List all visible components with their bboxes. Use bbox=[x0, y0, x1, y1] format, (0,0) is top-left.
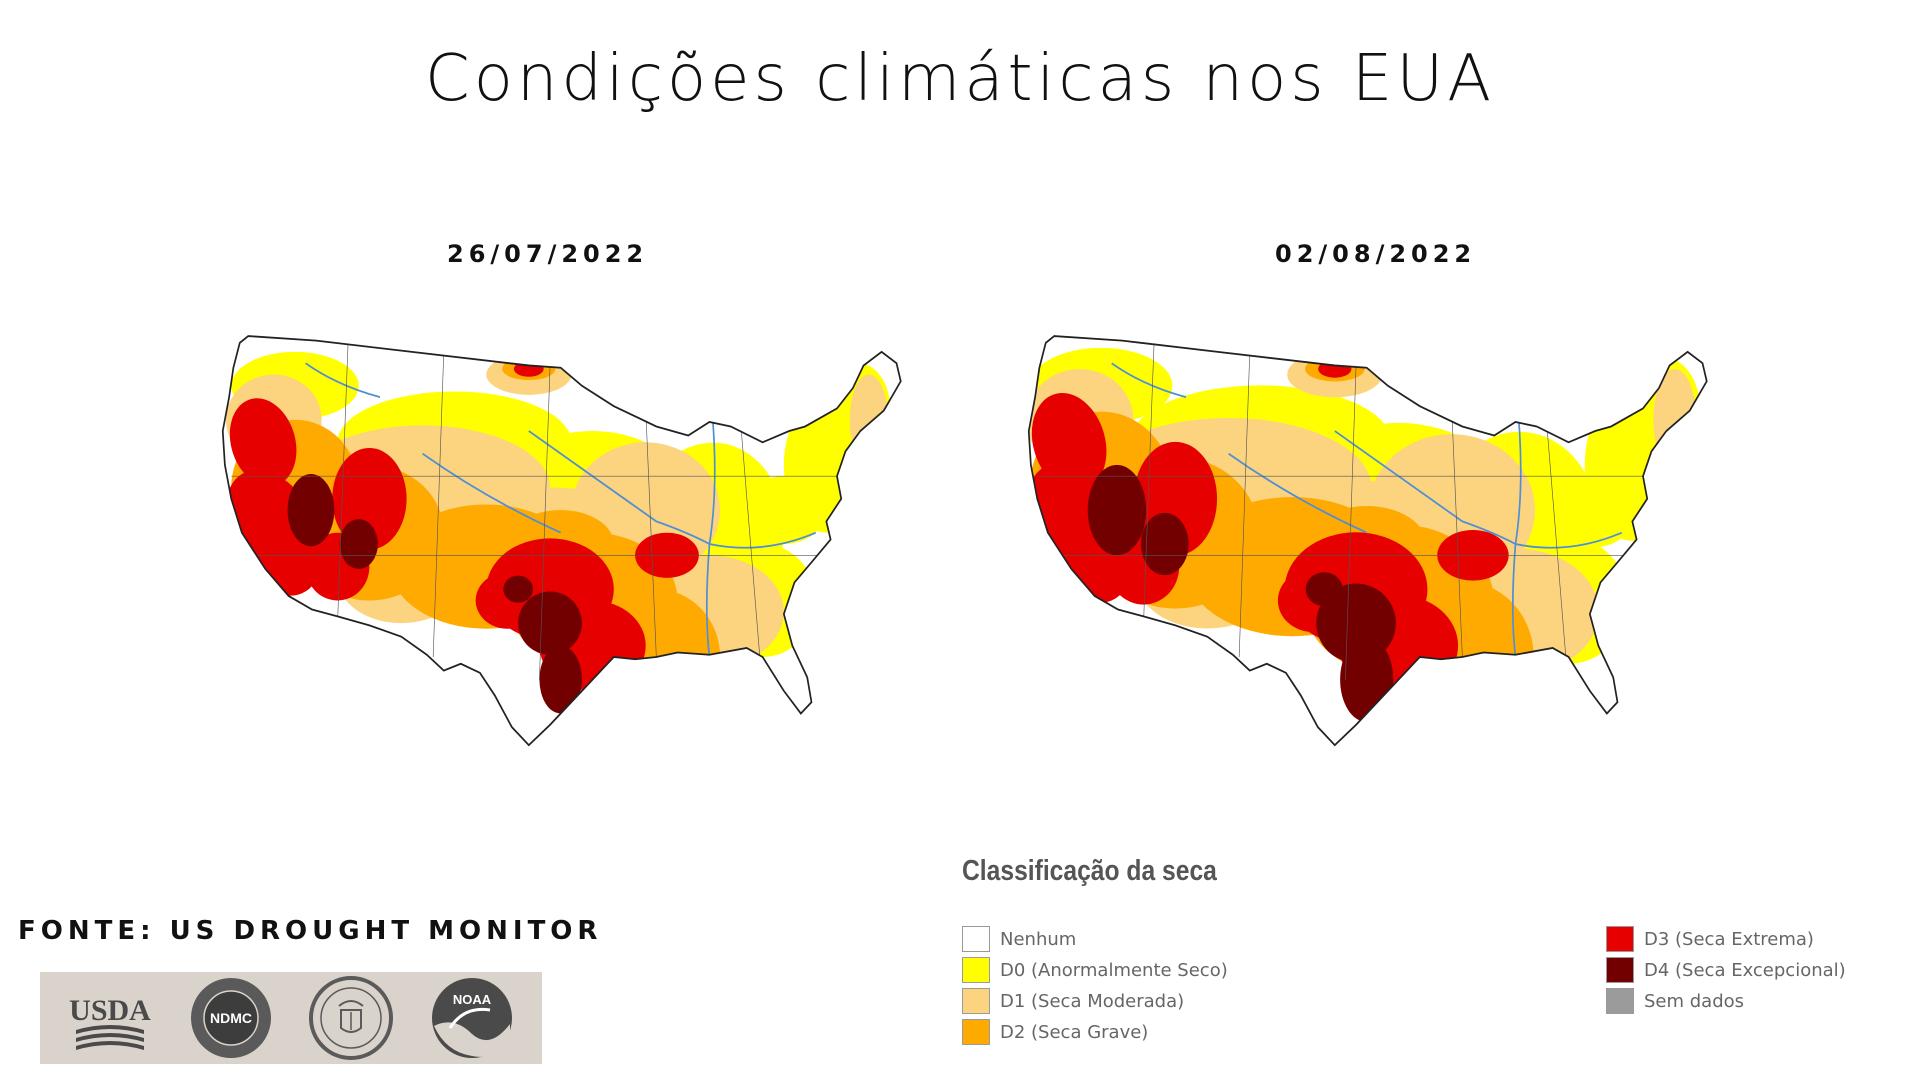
legend-label: Sem dados bbox=[1644, 990, 1745, 1012]
river-line bbox=[1228, 452, 1368, 534]
drought-area bbox=[339, 519, 378, 569]
river-line bbox=[528, 430, 710, 545]
legend-item-d0: D0 (Anormalmente Seco) bbox=[962, 957, 1228, 983]
drought-area bbox=[741, 476, 827, 544]
legend-label: D2 (Seca Grave) bbox=[1000, 1021, 1149, 1043]
drought-area bbox=[229, 398, 297, 487]
legend-item-d2: D2 (Seca Grave) bbox=[962, 1019, 1148, 1045]
drought-area bbox=[513, 360, 544, 377]
ndmc-logo-text: NDMC bbox=[210, 1010, 252, 1026]
state-border bbox=[1451, 408, 1463, 658]
usda-logo-text: USDA bbox=[69, 994, 151, 1027]
legend-label: D1 (Seca Moderada) bbox=[1000, 990, 1185, 1012]
legend-title: Classificação da seca bbox=[962, 855, 1217, 887]
drought-area bbox=[503, 575, 534, 603]
drought-map-2022-08-02 bbox=[1016, 318, 1728, 770]
map-date-left: 26/07/2022 bbox=[447, 240, 649, 268]
drought-area bbox=[1340, 637, 1394, 722]
drought-area bbox=[1140, 512, 1189, 576]
drought-area bbox=[1305, 572, 1343, 607]
legend-item-no-data: Sem dados bbox=[1606, 988, 1744, 1014]
map-date-right: 02/08/2022 bbox=[1275, 240, 1477, 268]
legend-swatch bbox=[962, 957, 990, 983]
drought-map-2022-07-26 bbox=[210, 318, 922, 770]
drought-area bbox=[1542, 472, 1638, 549]
noaa-logo-text: NOAA bbox=[453, 992, 492, 1007]
commerce-seal bbox=[309, 976, 394, 1060]
state-border bbox=[539, 365, 551, 680]
drought-area bbox=[287, 473, 335, 547]
river-line bbox=[1111, 362, 1187, 398]
legend-item-none: Nenhum bbox=[962, 926, 1076, 952]
river-line bbox=[305, 362, 381, 398]
source-credit: FONTE: US DROUGHT MONITOR bbox=[18, 916, 603, 946]
drought-area bbox=[1087, 464, 1147, 556]
legend-label: D0 (Anormalmente Seco) bbox=[1000, 959, 1228, 981]
us-outline bbox=[1027, 335, 1708, 747]
drought-area bbox=[849, 374, 888, 465]
legend-swatch bbox=[962, 988, 990, 1014]
legend-label: Nenhum bbox=[1000, 928, 1077, 950]
state-border bbox=[1238, 351, 1251, 658]
noaa-logo: NOAA bbox=[430, 976, 514, 1060]
river-line bbox=[1515, 531, 1623, 549]
state-border bbox=[1143, 340, 1155, 624]
state-border bbox=[1547, 430, 1569, 691]
us-outline bbox=[221, 335, 902, 747]
legend-item-d3: D3 (Seca Extrema) bbox=[1606, 926, 1814, 952]
legend-item-d1: D1 (Seca Moderada) bbox=[962, 988, 1184, 1014]
ndmc-logo: NDMC bbox=[189, 976, 273, 1060]
legend-item-d4: D4 (Seca Excepcional) bbox=[1606, 957, 1846, 983]
state-border bbox=[337, 340, 349, 624]
state-border bbox=[1345, 365, 1357, 680]
page-title: Condições climáticas nos EUA bbox=[425, 42, 1495, 116]
river-line bbox=[422, 452, 562, 534]
state-border bbox=[645, 408, 657, 658]
drought-area bbox=[1318, 359, 1352, 378]
usda-logo: USDA bbox=[68, 976, 152, 1060]
logo-band: USDA NDMC NOAA bbox=[40, 972, 542, 1064]
drought-area bbox=[518, 591, 582, 655]
river-line bbox=[1334, 430, 1516, 545]
legend-swatch bbox=[962, 1019, 990, 1045]
river-line bbox=[709, 531, 817, 549]
legend-label: D4 (Seca Excepcional) bbox=[1644, 959, 1846, 981]
legend-label: D3 (Seca Extrema) bbox=[1644, 928, 1814, 950]
legend-swatch bbox=[1606, 957, 1634, 983]
state-border bbox=[741, 430, 763, 691]
drought-area bbox=[539, 645, 582, 714]
legend-swatch bbox=[1606, 926, 1634, 952]
legend-swatch bbox=[962, 926, 990, 952]
legend-swatch bbox=[1606, 988, 1634, 1014]
state-border bbox=[432, 351, 445, 658]
